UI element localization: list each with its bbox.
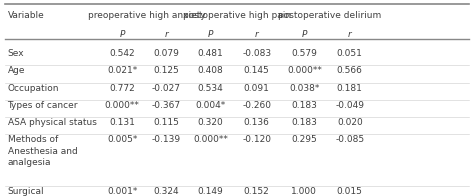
Text: -0.260: -0.260	[242, 101, 271, 110]
Text: 0.181: 0.181	[337, 83, 363, 93]
Text: 0.542: 0.542	[109, 49, 135, 58]
Text: 0.079: 0.079	[154, 49, 179, 58]
Text: 0.566: 0.566	[337, 66, 363, 75]
Text: 0.320: 0.320	[198, 118, 223, 127]
Text: -0.027: -0.027	[152, 83, 181, 93]
Text: r: r	[255, 30, 258, 39]
Text: 0.004*: 0.004*	[195, 101, 226, 110]
Text: 1.000: 1.000	[292, 187, 317, 196]
Text: P: P	[208, 30, 213, 39]
Text: Sex: Sex	[8, 49, 24, 58]
Text: 0.015: 0.015	[337, 187, 363, 196]
Text: 0.534: 0.534	[198, 83, 223, 93]
Text: 0.772: 0.772	[109, 83, 135, 93]
Text: P: P	[301, 30, 307, 39]
Text: r: r	[348, 30, 352, 39]
Text: -0.049: -0.049	[335, 101, 364, 110]
Text: 0.021*: 0.021*	[107, 66, 137, 75]
Text: 0.091: 0.091	[244, 83, 270, 93]
Text: -0.083: -0.083	[242, 49, 271, 58]
Text: Age: Age	[8, 66, 25, 75]
Text: 0.149: 0.149	[198, 187, 223, 196]
Text: ASA physical status: ASA physical status	[8, 118, 96, 127]
Text: 0.020: 0.020	[337, 118, 363, 127]
Text: 0.481: 0.481	[198, 49, 223, 58]
Text: 0.125: 0.125	[154, 66, 179, 75]
Text: Variable: Variable	[8, 11, 44, 20]
Text: 0.038*: 0.038*	[289, 83, 319, 93]
Text: 0.000**: 0.000**	[105, 101, 139, 110]
Text: 0.324: 0.324	[154, 187, 179, 196]
Text: 0.115: 0.115	[154, 118, 179, 127]
Text: -0.367: -0.367	[152, 101, 181, 110]
Text: -0.085: -0.085	[335, 135, 365, 144]
Text: postoperative delirium: postoperative delirium	[278, 11, 382, 20]
Text: 0.005*: 0.005*	[107, 135, 137, 144]
Text: 0.145: 0.145	[244, 66, 270, 75]
Text: 0.000**: 0.000**	[287, 66, 322, 75]
Text: Occupation: Occupation	[8, 83, 59, 93]
Text: 0.001*: 0.001*	[107, 187, 137, 196]
Text: preoperative high anxiety: preoperative high anxiety	[88, 11, 205, 20]
Text: P: P	[119, 30, 125, 39]
Text: 0.000**: 0.000**	[193, 135, 228, 144]
Text: postoperative high pain: postoperative high pain	[183, 11, 291, 20]
Text: Types of cancer: Types of cancer	[8, 101, 78, 110]
Text: 0.408: 0.408	[198, 66, 223, 75]
Text: 0.152: 0.152	[244, 187, 270, 196]
Text: Methods of
Anesthesia and
analgesia: Methods of Anesthesia and analgesia	[8, 135, 77, 167]
Text: -0.120: -0.120	[242, 135, 271, 144]
Text: 0.295: 0.295	[292, 135, 317, 144]
Text: r: r	[164, 30, 168, 39]
Text: 0.051: 0.051	[337, 49, 363, 58]
Text: -0.139: -0.139	[152, 135, 181, 144]
Text: 0.183: 0.183	[292, 101, 317, 110]
Text: 0.136: 0.136	[244, 118, 270, 127]
Text: 0.183: 0.183	[292, 118, 317, 127]
Text: Surgical
approaches: Surgical approaches	[8, 187, 60, 196]
Text: 0.131: 0.131	[109, 118, 135, 127]
Text: 0.579: 0.579	[292, 49, 317, 58]
